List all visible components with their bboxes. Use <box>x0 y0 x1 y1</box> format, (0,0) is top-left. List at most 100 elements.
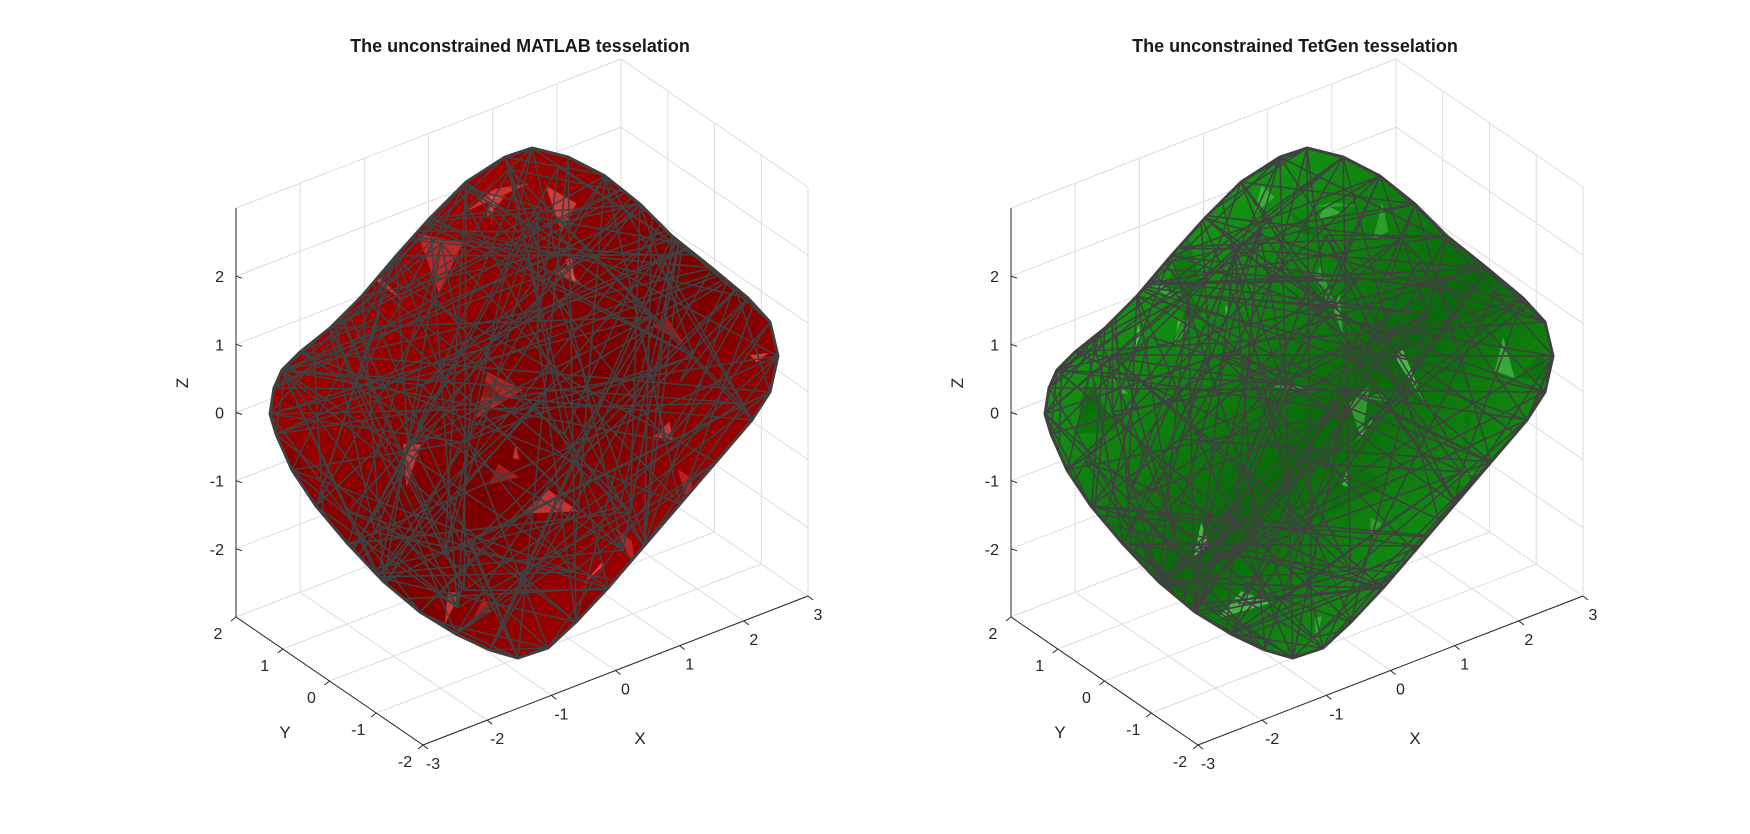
mesh-edge <box>1414 203 1492 463</box>
x-tick-label: -3 <box>1201 756 1215 773</box>
mesh-edge <box>1194 391 1546 571</box>
mesh-edge <box>376 399 543 579</box>
y-tick-label: -1 <box>351 722 365 739</box>
x-tick-label: 3 <box>1589 607 1598 624</box>
mesh-edge <box>1045 327 1106 415</box>
mesh-edge <box>1111 275 1136 605</box>
mesh-edge <box>302 153 396 231</box>
mesh-edge <box>281 370 577 623</box>
mesh-edge <box>1050 290 1546 435</box>
mesh-edge <box>329 175 606 329</box>
mesh-edge <box>1299 461 1462 473</box>
z-axis-label: Z <box>948 378 967 388</box>
mesh-edge <box>1258 203 1416 231</box>
facet <box>1349 625 1380 653</box>
mesh-edge <box>1170 255 1287 598</box>
tessellation-solid <box>1043 146 1555 660</box>
mesh-edge <box>1112 275 1138 297</box>
mesh-edge <box>1126 499 1266 651</box>
z-tick-label: -1 <box>210 474 224 491</box>
mesh-edge <box>536 166 560 333</box>
mesh-edge <box>275 216 759 435</box>
mesh-edge <box>465 181 654 318</box>
mesh-edge <box>299 351 681 505</box>
facet <box>1288 209 1325 238</box>
mesh-edge <box>1048 156 1344 389</box>
mesh-edge <box>1134 297 1524 605</box>
mesh-edge <box>465 181 667 442</box>
mesh-edge <box>273 155 692 389</box>
mesh-edge <box>1490 461 1498 635</box>
mesh-edge <box>429 217 654 318</box>
facet <box>1080 540 1100 560</box>
z-tick <box>1010 480 1018 484</box>
x-tick-label: -1 <box>554 706 568 723</box>
mesh-edge <box>643 189 690 547</box>
mesh-edge <box>1112 274 1428 315</box>
mesh-edge <box>395 255 631 513</box>
mesh-edge <box>1194 568 1352 623</box>
mesh-edge <box>270 316 654 415</box>
mesh-edge <box>281 369 458 609</box>
x-tick <box>1454 645 1460 651</box>
mesh-edge <box>299 351 771 393</box>
facet <box>335 403 360 421</box>
y-tick <box>1099 680 1105 686</box>
mesh-edge <box>1136 235 1448 286</box>
facet <box>1373 201 1389 240</box>
grid-line <box>1010 58 1397 209</box>
y-tick <box>417 744 424 750</box>
mesh-edge <box>1234 248 1488 269</box>
z-tick-label: -1 <box>985 474 999 491</box>
x-tick-label: 3 <box>814 607 823 624</box>
x-tick-label: -1 <box>1329 706 1343 723</box>
facet <box>1323 461 1343 519</box>
mesh-edge <box>1111 411 1324 649</box>
mesh-edge <box>1148 335 1211 357</box>
mesh-edge <box>407 253 773 446</box>
facet <box>741 470 754 484</box>
mesh-edge <box>622 224 684 551</box>
mesh-edge <box>422 257 766 386</box>
mesh-edge <box>270 413 463 443</box>
x-tick <box>486 719 493 725</box>
mesh-edge <box>461 355 694 443</box>
mesh-edge <box>1349 419 1528 572</box>
mesh-edge <box>1258 229 1288 382</box>
grid-line <box>376 563 762 714</box>
y-tick-label: -1 <box>1126 722 1140 739</box>
mesh-edge <box>443 148 533 555</box>
x-tick <box>1261 719 1268 725</box>
facet <box>1074 386 1120 435</box>
mesh-edge <box>1048 387 1189 618</box>
mesh-edge <box>1122 543 1294 658</box>
mesh-edge <box>531 148 624 551</box>
mesh-edge <box>1045 413 1196 571</box>
grid-line <box>1395 58 1584 188</box>
facet <box>334 588 343 599</box>
mesh-edge <box>376 444 409 578</box>
mesh-edge <box>489 316 654 651</box>
facet <box>747 580 778 604</box>
mesh-edge <box>518 203 641 233</box>
z-tick-label: -2 <box>210 542 224 559</box>
mesh-edge <box>1153 247 1546 393</box>
z-tick <box>235 548 243 552</box>
y-tick <box>1192 744 1199 750</box>
mesh-edge <box>421 384 574 573</box>
mesh-edge <box>1230 471 1462 635</box>
facet <box>582 561 605 585</box>
mesh-edge <box>1064 247 1076 353</box>
mesh-edge <box>471 542 577 623</box>
mesh-edge <box>347 510 609 589</box>
mesh-edge <box>1240 181 1416 205</box>
mesh-edge <box>281 369 740 404</box>
mesh-edge <box>329 243 442 329</box>
y-tick-label: 0 <box>1082 690 1091 707</box>
mesh-edge <box>491 395 631 513</box>
mesh-edge <box>536 203 641 333</box>
mesh-edge <box>1234 248 1242 355</box>
mesh-edge <box>1286 312 1429 383</box>
mesh-edge <box>1045 276 1452 415</box>
mesh-edge <box>1379 175 1429 314</box>
